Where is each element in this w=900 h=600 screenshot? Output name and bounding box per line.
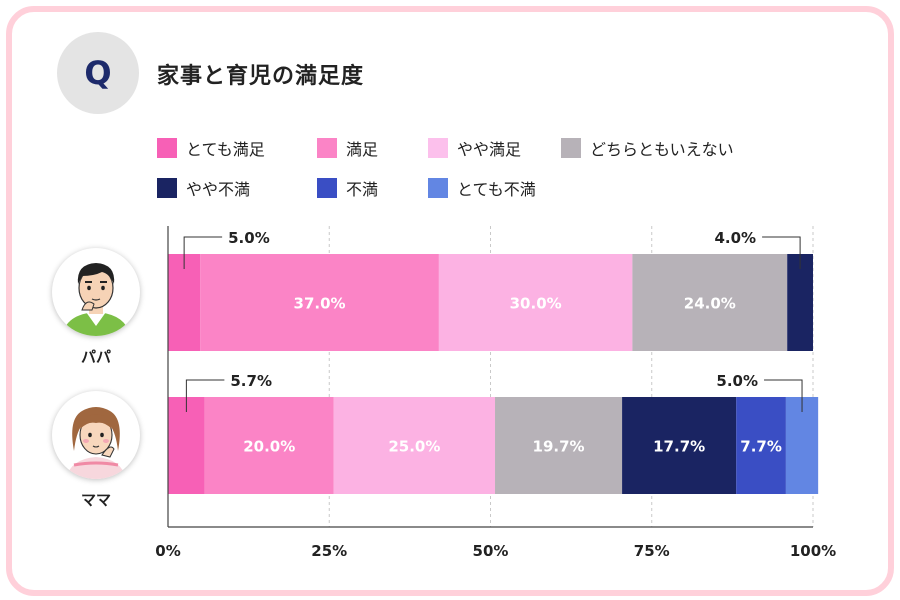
bar-segment <box>495 397 623 494</box>
callout-label: 4.0% <box>714 229 756 247</box>
legend-swatch <box>428 138 448 158</box>
data-label: 7.7% <box>740 438 782 456</box>
x-tick-label: 0% <box>155 542 180 560</box>
bar-segment <box>168 254 201 351</box>
bar-segment <box>622 397 737 494</box>
bar-segment <box>785 397 819 494</box>
legend-swatch <box>317 138 337 158</box>
callout-line <box>762 236 801 269</box>
bar-segment <box>438 254 633 351</box>
callout-label: 5.7% <box>230 372 272 390</box>
bar-segment <box>200 254 439 351</box>
data-label: 24.0% <box>684 295 736 313</box>
data-label: 19.7% <box>533 438 585 456</box>
legend-item-somewhat-dissatisfied: やや不満 <box>157 176 250 200</box>
data-label: 37.0% <box>294 295 346 313</box>
legend-item-very-satisfied: とても満足 <box>157 136 265 160</box>
x-tick-label: 100% <box>790 542 836 560</box>
bar-segment <box>333 397 496 494</box>
mom-avatar <box>52 391 140 479</box>
dad-avatar <box>52 248 140 336</box>
callout-line <box>183 236 223 269</box>
legend-label: 不満 <box>346 180 379 199</box>
legend-label: 満足 <box>346 140 379 159</box>
legend-item-very-dissatisfied: とても不満 <box>428 176 536 200</box>
row-label-dad: パパ <box>80 348 111 366</box>
bar-segment <box>204 397 334 494</box>
chart-title: 家事と育児の満足度 <box>157 64 365 89</box>
legend-swatch <box>561 138 581 158</box>
legend-item-neutral: どちらともいえない <box>561 136 734 160</box>
bar-segment <box>787 254 813 351</box>
callout-line <box>185 379 225 412</box>
callout-label: 5.0% <box>716 372 758 390</box>
callout-line <box>764 379 803 412</box>
callout-label: 5.0% <box>228 229 270 247</box>
legend-label: やや満足 <box>457 140 522 159</box>
question-badge: Q <box>57 32 139 114</box>
legend-label: とても不満 <box>457 180 536 199</box>
bar-segment <box>632 254 788 351</box>
x-tick-label: 25% <box>311 542 347 560</box>
data-label: 17.7% <box>653 438 705 456</box>
data-label: 30.0% <box>510 295 562 313</box>
x-tick-label: 75% <box>634 542 670 560</box>
legend-swatch <box>428 178 448 198</box>
data-label: 20.0% <box>243 438 295 456</box>
bar-segment <box>168 397 205 494</box>
x-tick-label: 50% <box>473 542 509 560</box>
legend-label: どちらともいえない <box>590 140 734 159</box>
mom-face-icon <box>66 407 126 479</box>
legend-label: やや不満 <box>186 180 251 199</box>
row-label-mom: ママ <box>80 491 111 509</box>
dad-face-icon <box>62 263 130 336</box>
legend-item-dissatisfied: 不満 <box>317 176 378 200</box>
legend-item-satisfied: 満足 <box>317 136 378 160</box>
legend-label: とても満足 <box>186 140 265 159</box>
legend-item-somewhat-satisfied: やや満足 <box>428 136 521 160</box>
legend-swatch <box>157 138 177 158</box>
data-label: 25.0% <box>388 438 440 456</box>
bar-segment <box>736 397 786 494</box>
legend-swatch <box>157 178 177 198</box>
legend-swatch <box>317 178 337 198</box>
